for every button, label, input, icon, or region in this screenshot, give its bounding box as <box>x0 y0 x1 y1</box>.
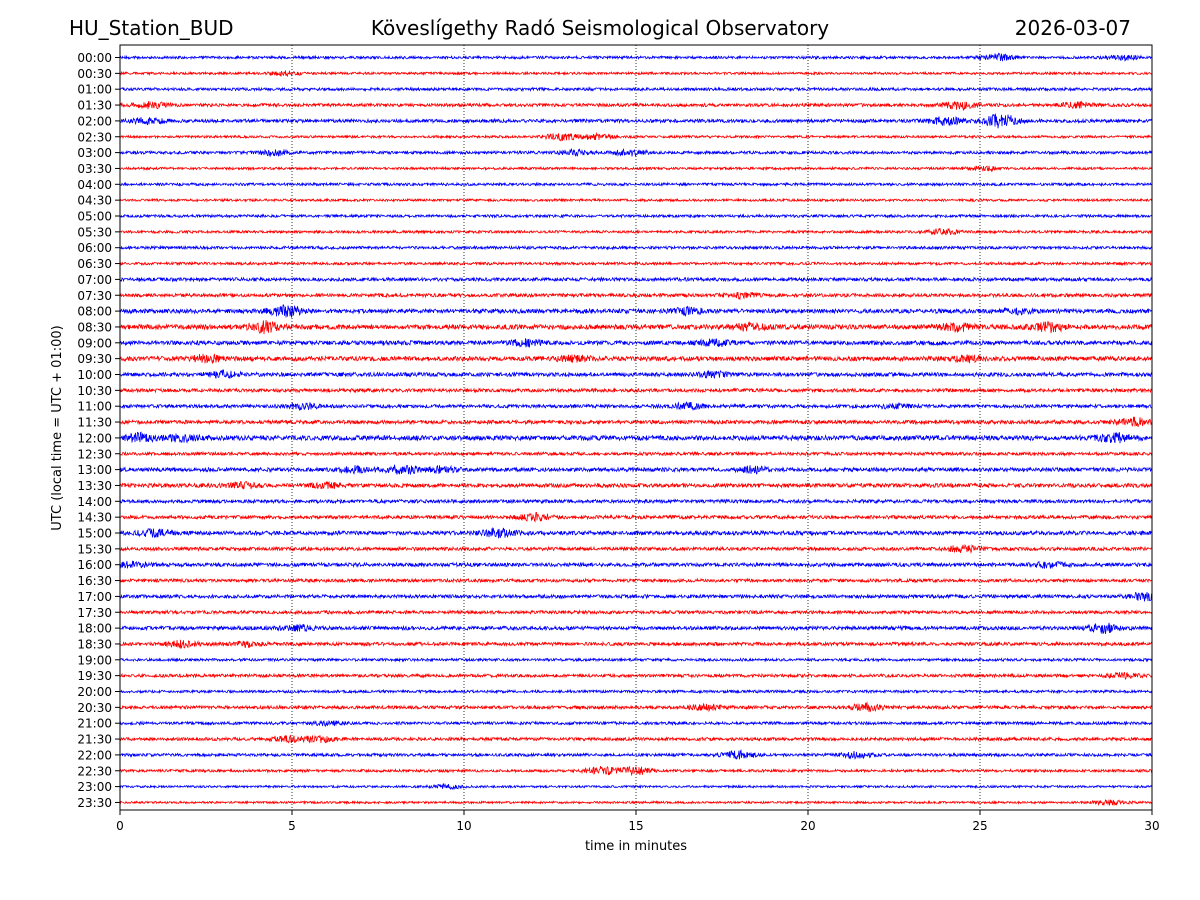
row-label-29: 14:30 <box>77 511 112 525</box>
row-label-44: 22:00 <box>77 748 112 762</box>
trace-36 <box>119 622 1153 635</box>
row-label-37: 18:30 <box>77 637 112 651</box>
trace-45 <box>119 765 1153 777</box>
trace-32 <box>119 560 1152 569</box>
row-label-32: 16:00 <box>77 558 112 572</box>
row-label-31: 15:30 <box>77 542 112 556</box>
row-label-40: 20:00 <box>77 685 112 699</box>
station-code: HU_Station_BUD <box>69 16 234 40</box>
row-label-0: 00:00 <box>77 51 112 65</box>
row-label-14: 07:00 <box>77 273 112 287</box>
row-label-18: 09:00 <box>77 336 112 350</box>
trace-41 <box>119 701 1153 713</box>
row-label-2: 01:00 <box>77 83 112 97</box>
trace-23 <box>119 416 1153 428</box>
trace-35 <box>119 609 1153 616</box>
trace-13 <box>119 260 1153 267</box>
trace-9 <box>119 197 1153 203</box>
x-axis-label: time in minutes <box>585 839 687 854</box>
observatory-title: Köveslígethy Radó Seismological Observat… <box>0 14 1200 42</box>
row-label-45: 22:30 <box>77 764 112 778</box>
row-label-9: 04:30 <box>77 194 112 208</box>
y-axis-label: UTC (local time = UTC + 01:00) <box>50 325 65 530</box>
row-label-13: 06:30 <box>77 257 112 271</box>
grid-lines <box>291 45 981 810</box>
row-label-6: 03:00 <box>77 146 112 160</box>
trace-7 <box>119 165 1153 173</box>
x-tick-label-5: 5 <box>288 819 296 833</box>
trace-12 <box>119 244 1153 251</box>
row-label-3: 01:30 <box>77 99 112 113</box>
row-label-22: 11:00 <box>77 400 112 414</box>
row-label-5: 02:30 <box>77 130 112 144</box>
row-label-39: 19:30 <box>77 669 112 683</box>
row-label-43: 21:30 <box>77 733 112 747</box>
row-label-25: 12:30 <box>77 447 112 461</box>
x-tick-label-20: 20 <box>800 819 815 833</box>
row-label-46: 23:00 <box>77 780 112 794</box>
trace-44 <box>119 749 1153 760</box>
row-label-10: 05:00 <box>77 210 112 224</box>
x-tick-label-30: 30 <box>1144 819 1159 833</box>
trace-10 <box>119 213 1152 219</box>
row-label-34: 17:00 <box>77 590 112 604</box>
row-label-17: 08:30 <box>77 320 112 334</box>
x-axis-ticks: 0 5 10 15 20 25 30 <box>116 810 1160 833</box>
row-label-33: 16:30 <box>77 574 112 588</box>
trace-22 <box>119 401 1153 411</box>
row-label-4: 02:00 <box>77 114 112 128</box>
x-tick-label-25: 25 <box>972 819 987 833</box>
trace-5 <box>119 131 1153 142</box>
row-label-26: 13:00 <box>77 463 112 477</box>
row-label-15: 07:30 <box>77 289 112 303</box>
row-label-8: 04:00 <box>77 178 112 192</box>
row-label-36: 18:00 <box>77 622 112 636</box>
row-label-19: 09:30 <box>77 352 112 366</box>
row-label-23: 11:30 <box>77 416 112 430</box>
record-date: 2026-03-07 <box>1014 16 1131 40</box>
row-label-1: 00:30 <box>77 67 112 81</box>
x-tick-label-10: 10 <box>456 819 471 833</box>
row-label-7: 03:30 <box>77 162 112 176</box>
trace-29 <box>119 511 1153 523</box>
trace-26 <box>119 464 1153 476</box>
row-label-16: 08:00 <box>77 305 112 319</box>
trace-30 <box>119 527 1153 539</box>
row-label-11: 05:30 <box>77 225 112 239</box>
row-label-12: 06:00 <box>77 241 112 255</box>
row-label-27: 13:30 <box>77 479 112 493</box>
observatory-title-text: Köveslígethy Radó Seismological Observat… <box>370 16 830 40</box>
trace-34 <box>119 591 1153 602</box>
row-label-30: 15:00 <box>77 527 112 541</box>
trace-11 <box>119 227 1153 236</box>
row-label-24: 12:00 <box>77 431 112 445</box>
row-label-35: 17:30 <box>77 606 112 620</box>
row-label-28: 14:00 <box>77 495 112 509</box>
x-tick-label-0: 0 <box>116 819 124 833</box>
row-label-42: 21:00 <box>77 717 112 731</box>
trace-20 <box>119 369 1153 380</box>
trace-19 <box>119 353 1153 365</box>
trace-27 <box>119 480 1153 490</box>
x-tick-label-15: 15 <box>628 819 643 833</box>
trace-37 <box>119 639 1153 650</box>
row-label-38: 19:00 <box>77 653 112 667</box>
row-label-21: 10:30 <box>77 384 112 398</box>
row-label-47: 23:30 <box>77 796 112 810</box>
row-label-41: 20:30 <box>77 701 112 715</box>
row-label-20: 10:00 <box>77 368 112 382</box>
